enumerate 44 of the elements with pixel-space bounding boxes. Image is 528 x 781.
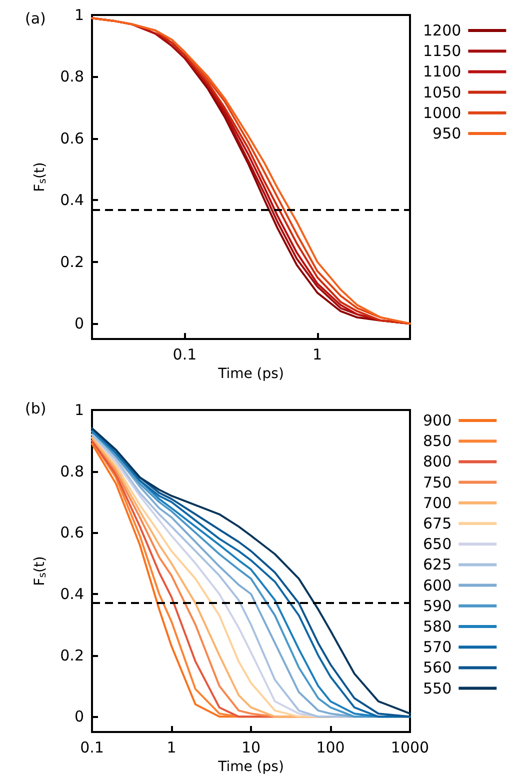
x-tick-label: 1: [166, 738, 176, 756]
y-tick-label: 0.2: [60, 646, 84, 664]
y-tick-label: 0.8: [60, 68, 84, 86]
y-tick-label: 0: [74, 708, 84, 726]
y-tick-label: 0.4: [60, 191, 84, 210]
legend-label: 650: [422, 535, 452, 554]
legend-label: 600: [422, 576, 452, 594]
x-axis-title: Time (ps): [217, 366, 284, 382]
legend-label: 1150: [422, 42, 462, 60]
x-axis-title: Time (ps): [217, 758, 284, 775]
y-tick-label: 1: [74, 6, 84, 24]
y-tick-label: 1: [74, 401, 84, 419]
legend-label: 570: [422, 638, 452, 656]
legend-label: 900: [422, 412, 452, 430]
legend-label: 675: [422, 514, 452, 532]
chart-title: (a): [25, 10, 46, 28]
chart-title: (b): [25, 400, 46, 418]
y-tick-label: 0.4: [60, 585, 84, 603]
legend-label: 1200: [422, 22, 462, 40]
legend-label: 550: [422, 679, 452, 698]
legend-label: 700: [422, 494, 452, 512]
y-tick-label: 0: [74, 314, 84, 333]
legend-label: 800: [422, 452, 452, 471]
legend-label: 560: [422, 658, 452, 677]
y-tick-label: 0.6: [60, 524, 84, 542]
legend-label: 950: [432, 124, 462, 142]
x-tick-label: 1000: [390, 738, 430, 756]
legend-label: 850: [422, 432, 452, 450]
legend-label: 580: [422, 618, 452, 636]
x-tick-label: 0.1: [172, 346, 197, 364]
y-tick-label: 0.6: [60, 129, 84, 148]
legend-label: 750: [422, 473, 452, 492]
y-axis-title: Fs(t): [32, 162, 48, 192]
legend-label: 1050: [422, 83, 462, 102]
y-axis-title: Fs(t): [32, 556, 48, 586]
legend-label: 1000: [422, 104, 462, 122]
y-tick-label: 0.2: [60, 252, 84, 271]
x-tick-label: 100: [316, 738, 345, 756]
legend-label: 625: [422, 556, 452, 574]
legend-label: 590: [422, 596, 452, 615]
x-tick-label: 0.1: [80, 738, 104, 756]
x-tick-label: 10: [241, 738, 261, 756]
y-tick-label: 0.8: [60, 462, 84, 480]
legend-label: 1100: [422, 62, 462, 81]
